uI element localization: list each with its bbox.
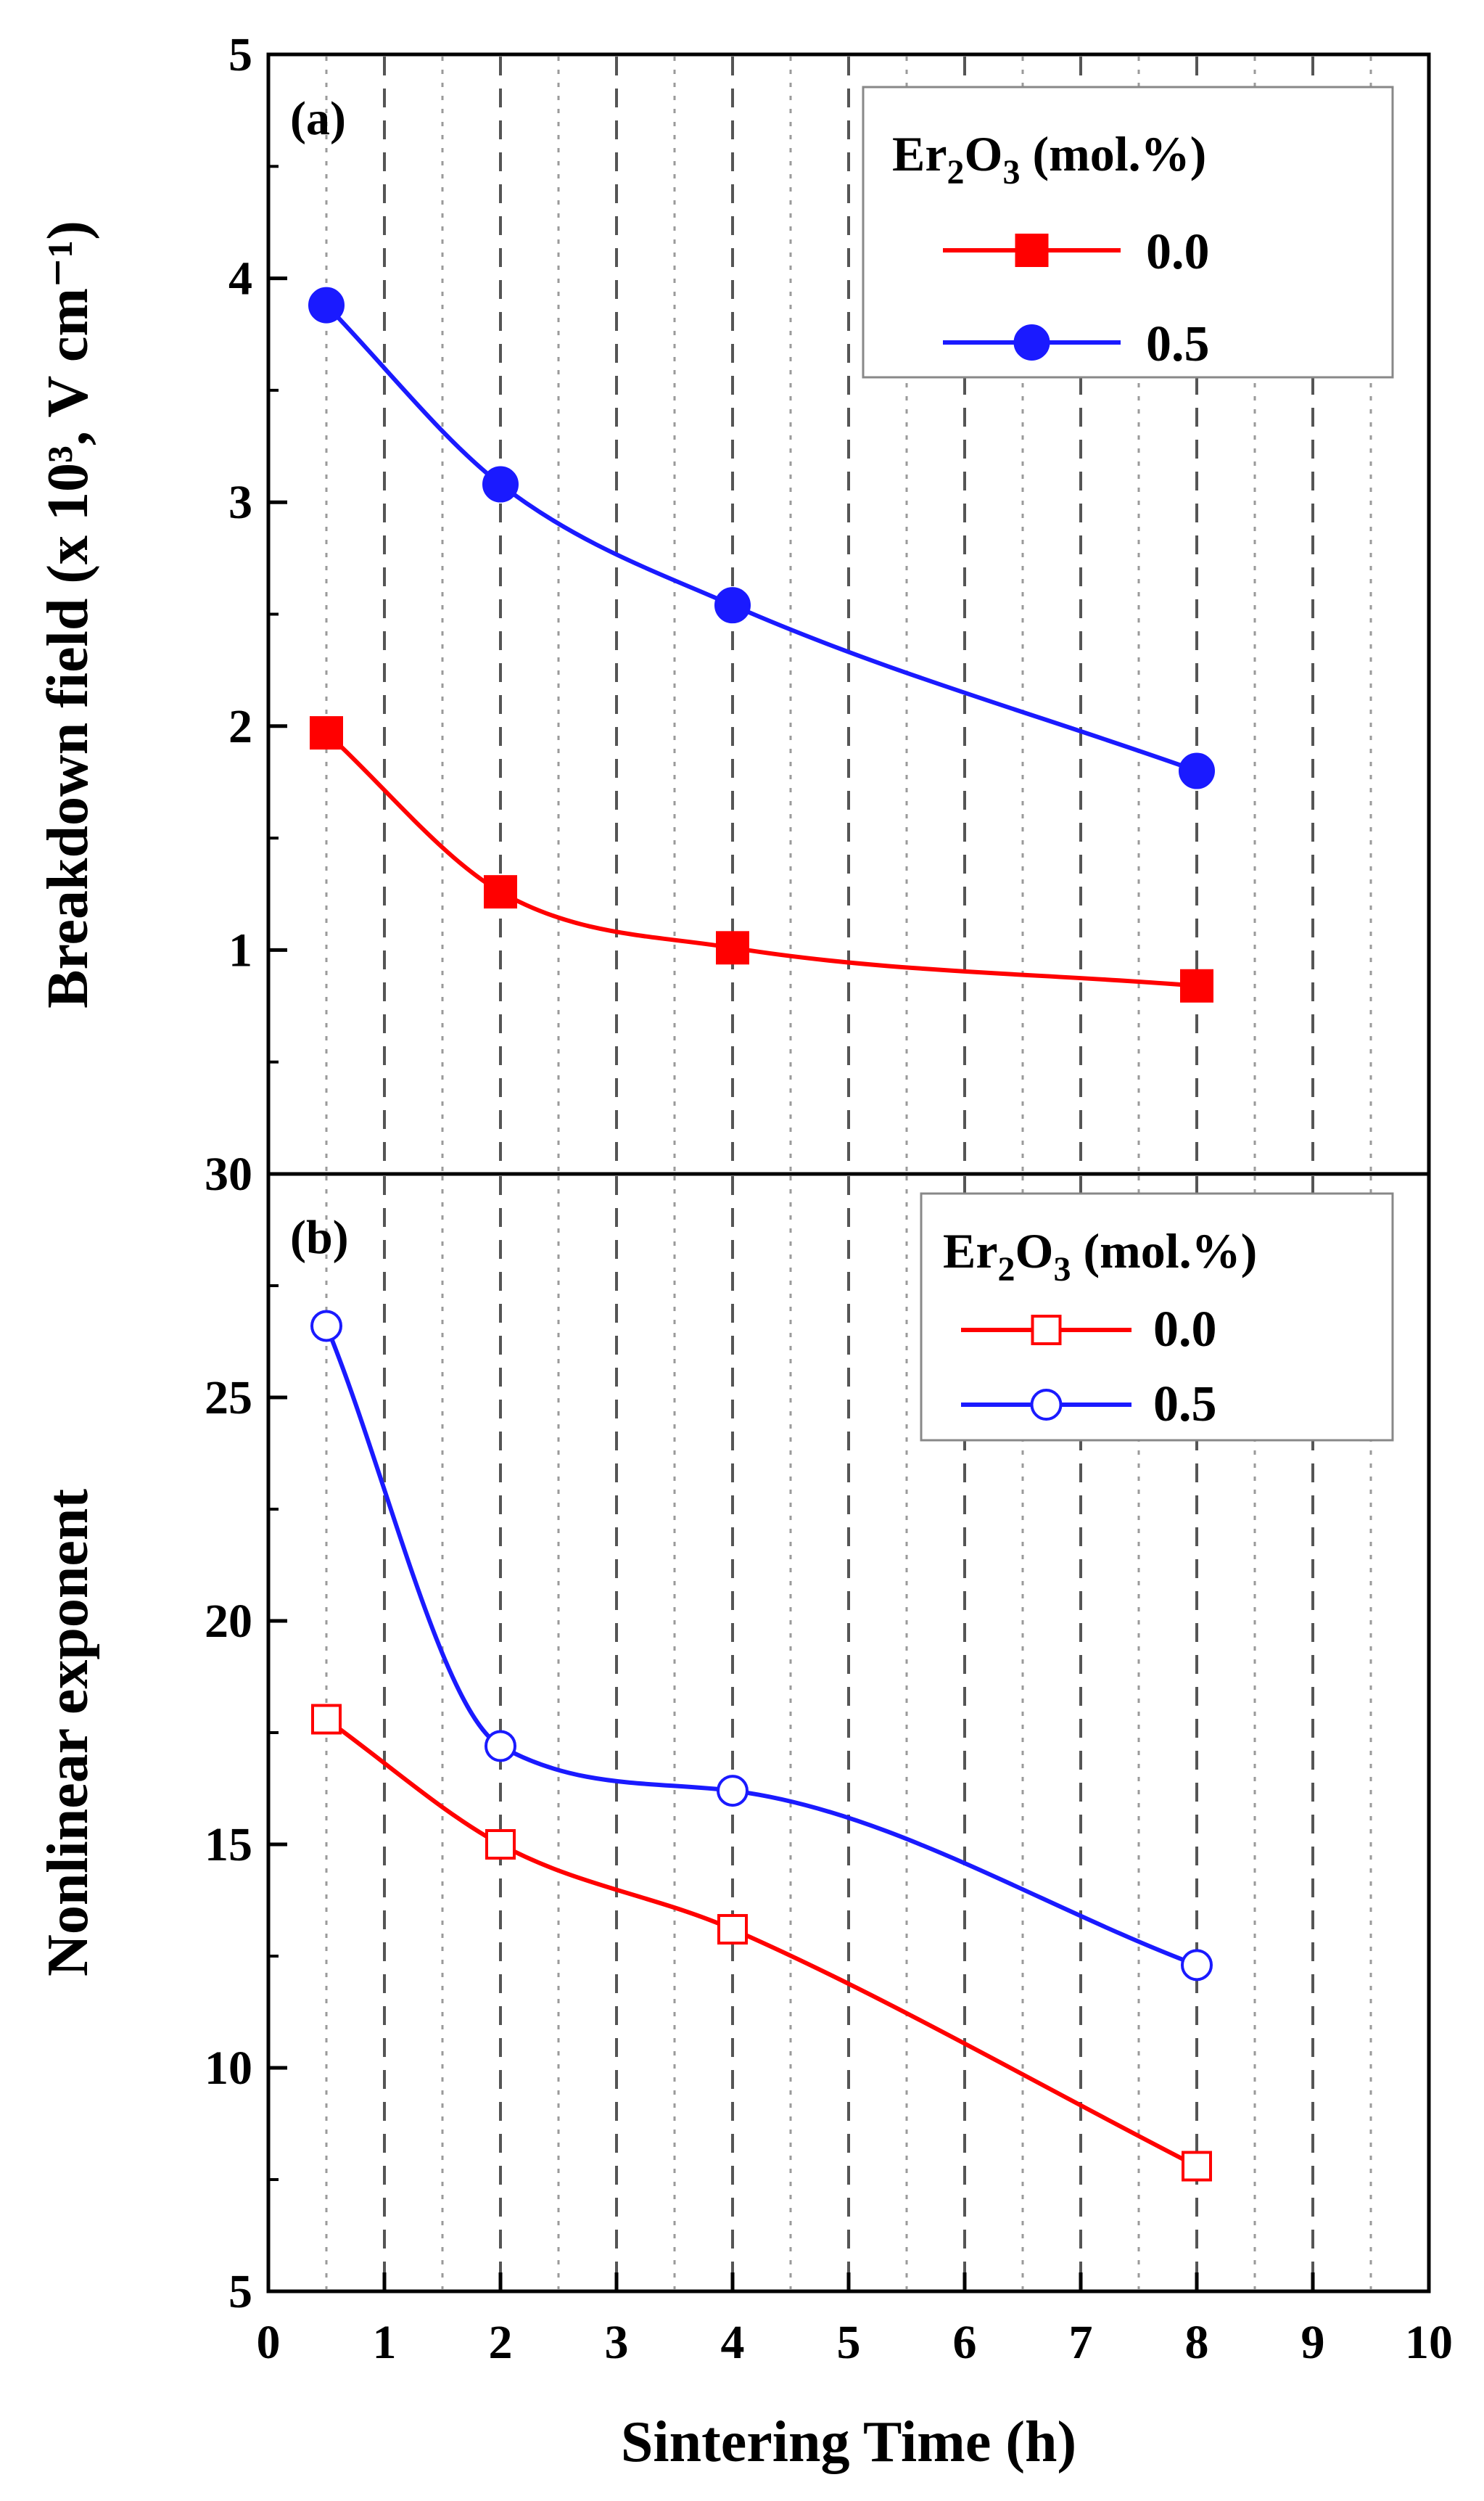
xtick-label: 4 bbox=[721, 2316, 745, 2369]
point-b-0.0-8 bbox=[1182, 2151, 1212, 2182]
legend-box-a bbox=[862, 86, 1394, 379]
point-b-0.5-4 bbox=[717, 1775, 749, 1807]
series-line-a-0.5 bbox=[324, 303, 1198, 773]
point-a-0.5-4 bbox=[714, 587, 751, 624]
x-axis-title: Sintering Time (h) bbox=[621, 2410, 1076, 2474]
curves-a bbox=[324, 303, 1198, 988]
legend-a: Er2O3 (mol.%) 0.0 0.5 bbox=[862, 86, 1394, 379]
series-line-b-0.0 bbox=[325, 1717, 1198, 2169]
series-line-a-0.0 bbox=[324, 731, 1197, 988]
legend-b-label-1: 0.5 bbox=[1153, 1376, 1217, 1432]
xtick-label: 5 bbox=[837, 2316, 861, 2369]
y-ticks-b bbox=[268, 1172, 287, 2293]
ytick-label-a: 2 bbox=[228, 700, 252, 753]
y-ticks-a bbox=[268, 52, 287, 1064]
x-ticks bbox=[266, 2272, 1431, 2291]
series-line-b-0.5 bbox=[324, 1325, 1198, 1968]
xtick-label: 2 bbox=[489, 2316, 513, 2369]
grid-b bbox=[325, 1176, 1372, 2289]
point-b-0.5-8 bbox=[1181, 1949, 1213, 1982]
legend-a-items bbox=[943, 234, 1121, 361]
point-b-0.0-4 bbox=[717, 1914, 748, 1945]
point-b-0.5-2 bbox=[485, 1730, 516, 1762]
point-b-0.0-2 bbox=[485, 1829, 516, 1860]
y-tick-labels-a: 1 2 3 4 5 bbox=[228, 28, 252, 977]
xtick-label: 8 bbox=[1185, 2316, 1209, 2369]
legend-b-items bbox=[961, 1315, 1131, 1421]
xtick-label: 1 bbox=[373, 2316, 397, 2369]
point-b-0.5-0.5 bbox=[310, 1310, 342, 1342]
ytick-label-b: 25 bbox=[205, 1371, 252, 1424]
curves-b bbox=[324, 1325, 1198, 2169]
x-tick-labels: 0 1 2 3 4 5 6 7 8 9 10 bbox=[257, 2316, 1454, 2369]
ytick-label-a: 1 bbox=[228, 924, 252, 977]
legend-a-label-0: 0.0 bbox=[1146, 224, 1210, 280]
panel-label-a: (a) bbox=[290, 92, 346, 145]
legend-b: Er2O3 (mol.%) 0.0 0.5 bbox=[920, 1192, 1394, 1442]
legend-a-label-1: 0.5 bbox=[1146, 316, 1210, 372]
y-axis-title-b: Nonlinear exponent bbox=[36, 1489, 100, 1976]
legend-title-a: Er2O3 (mol.%) bbox=[892, 126, 1206, 192]
point-a-0.5-0.5 bbox=[308, 287, 345, 324]
legend-marker-b-0.0 bbox=[1031, 1315, 1062, 1345]
ytick-label-b: 30 bbox=[205, 1148, 252, 1201]
ytick-label-b: 20 bbox=[205, 1595, 252, 1648]
xtick-label: 3 bbox=[605, 2316, 629, 2369]
grid-a bbox=[325, 57, 1372, 1172]
point-a-0.0-4 bbox=[716, 931, 749, 965]
ytick-label-b: 5 bbox=[228, 2265, 252, 2318]
xtick-label: 9 bbox=[1301, 2316, 1325, 2369]
legend-b-label-0: 0.0 bbox=[1153, 1302, 1217, 1358]
xtick-label: 7 bbox=[1069, 2316, 1093, 2369]
legend-marker-a-0.5 bbox=[1013, 324, 1050, 361]
markers-b bbox=[310, 1310, 1213, 2182]
panel-label-b: (b) bbox=[290, 1211, 349, 1264]
point-a-0.5-2 bbox=[482, 466, 519, 503]
ytick-label-a: 5 bbox=[228, 28, 252, 81]
ytick-label-a: 4 bbox=[228, 252, 252, 305]
xtick-label: 10 bbox=[1405, 2316, 1453, 2369]
point-a-0.5-8 bbox=[1179, 752, 1215, 789]
point-a-0.0-0.5 bbox=[310, 716, 343, 750]
ytick-label-b: 15 bbox=[205, 1818, 252, 1871]
y-axis-title-a: Breakdown field (x 10³, V cm⁻¹) bbox=[36, 221, 100, 1009]
point-b-0.0-0.5 bbox=[311, 1704, 342, 1735]
legend-box-b bbox=[920, 1192, 1394, 1442]
legend-marker-b-0.5 bbox=[1030, 1389, 1063, 1421]
panel-b-nonlinear-exponent: 5 10 15 20 25 30 (b) Nonlinear exponent Er2O3… bbox=[36, 1148, 1431, 2318]
legend-marker-a-0.0 bbox=[1015, 234, 1049, 267]
xtick-label: 0 bbox=[257, 2316, 281, 2369]
ytick-label-a: 3 bbox=[228, 476, 252, 529]
markers-a bbox=[308, 287, 1215, 1003]
point-a-0.0-2 bbox=[484, 875, 517, 909]
ytick-label-b: 10 bbox=[205, 2042, 252, 2095]
xtick-label: 6 bbox=[953, 2316, 977, 2369]
point-a-0.0-8 bbox=[1180, 969, 1213, 1003]
panel-a-breakdown-field: 1 2 3 4 5 (a) Breakdown field (x 10³, V cm⁻¹… bbox=[36, 28, 1431, 1176]
legend-title-b: Er2O3 (mol.%) bbox=[943, 1223, 1257, 1289]
y-tick-labels-b: 5 10 15 20 25 30 bbox=[205, 1148, 252, 2318]
